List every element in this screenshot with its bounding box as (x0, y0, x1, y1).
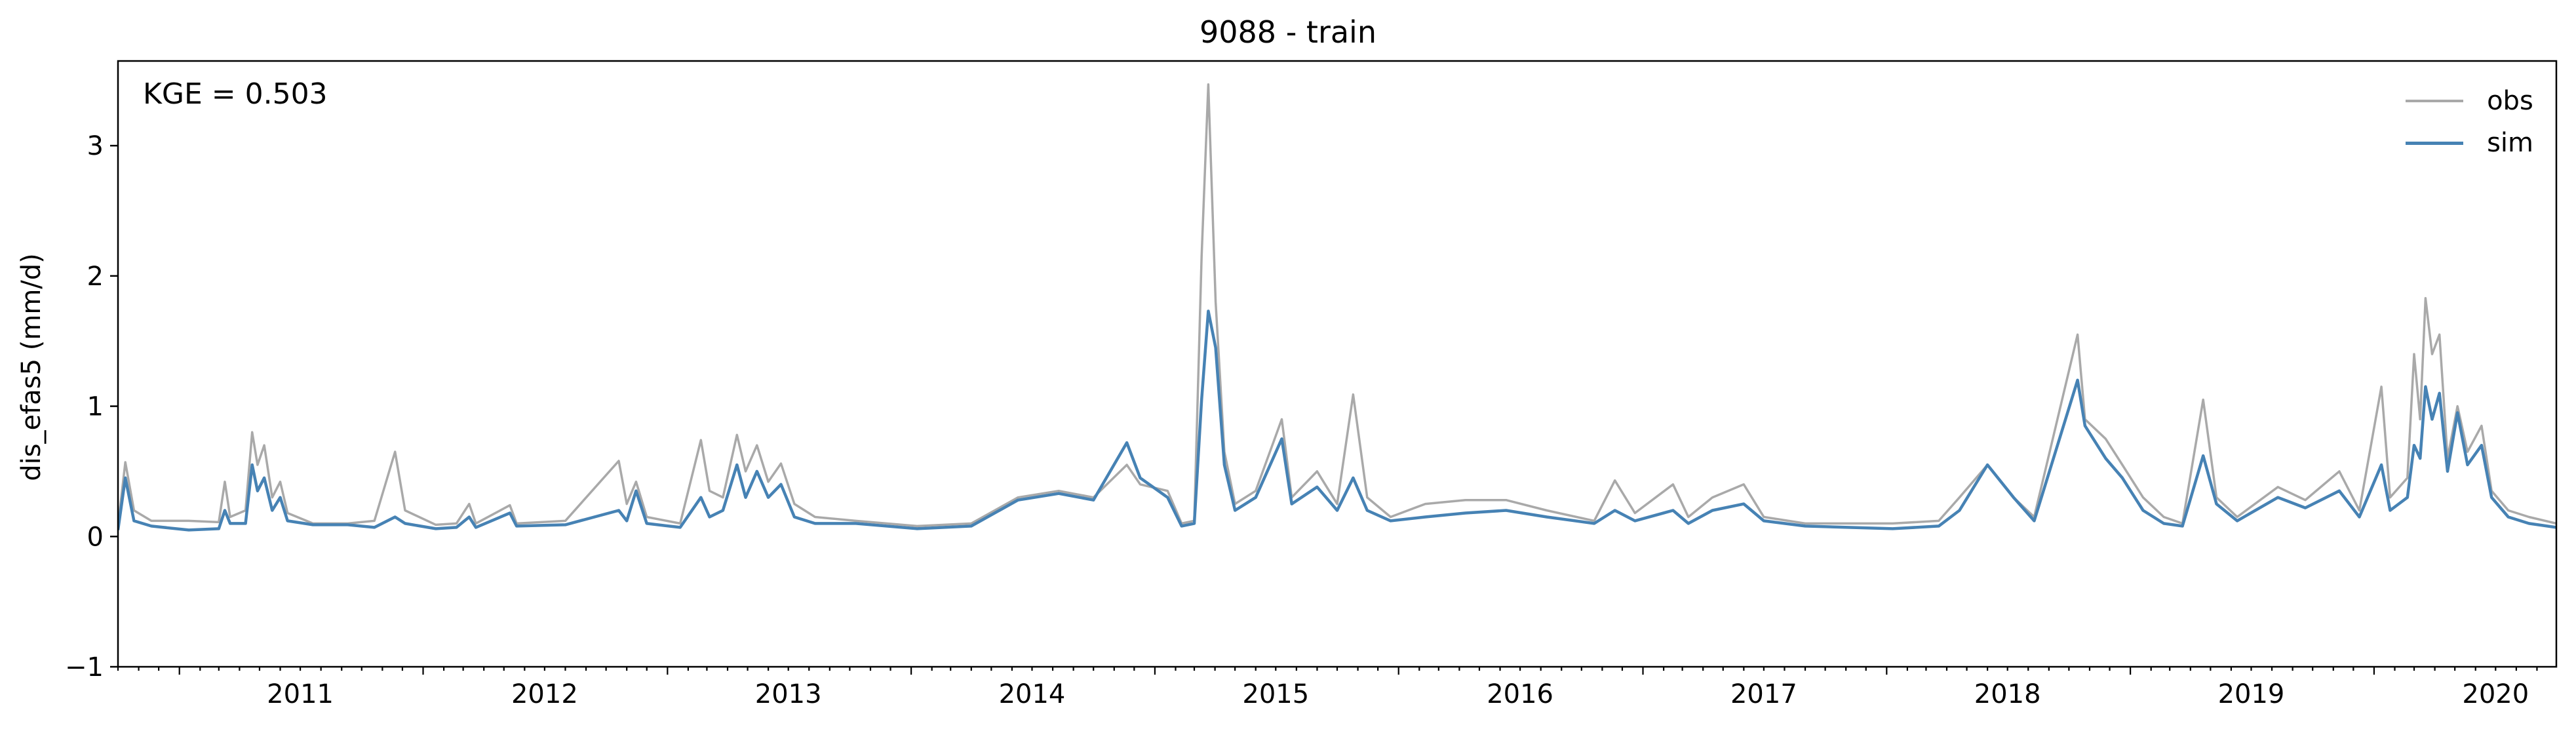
series-line-obs (118, 83, 2556, 528)
y-tick-label: 1 (87, 392, 104, 422)
kge-annotation: KGE = 0.503 (143, 77, 328, 111)
x-tick-label: 2016 (1487, 679, 1553, 709)
legend: obs sim (2406, 80, 2533, 164)
legend-item-sim: sim (2406, 122, 2533, 164)
x-tick-label: 2011 (267, 679, 334, 709)
y-tick-label: −1 (65, 652, 104, 683)
y-tick-label: 3 (87, 131, 104, 161)
x-tick-label: 2018 (1974, 679, 2041, 709)
series-line-sim (118, 309, 2556, 532)
legend-label-sim: sim (2487, 128, 2533, 158)
x-tick-label: 2015 (1242, 679, 1309, 709)
plot-frame (117, 60, 2558, 668)
x-tick-label: 2014 (999, 679, 1066, 709)
x-tick-label: 2017 (1730, 679, 1797, 709)
x-tick-label: 2020 (2462, 679, 2529, 709)
legend-label-obs: obs (2487, 86, 2533, 116)
x-tick-label: 2013 (755, 679, 822, 709)
x-tick-label: 2019 (2218, 679, 2285, 709)
x-tick-label: 2012 (511, 679, 578, 709)
chart-title: 9088 - train (1200, 14, 1376, 50)
legend-item-obs: obs (2406, 80, 2533, 122)
legend-swatch-obs (2406, 100, 2464, 102)
legend-swatch-sim (2406, 141, 2464, 145)
y-tick-label: 0 (87, 522, 104, 552)
y-tick-label: 2 (87, 262, 104, 292)
